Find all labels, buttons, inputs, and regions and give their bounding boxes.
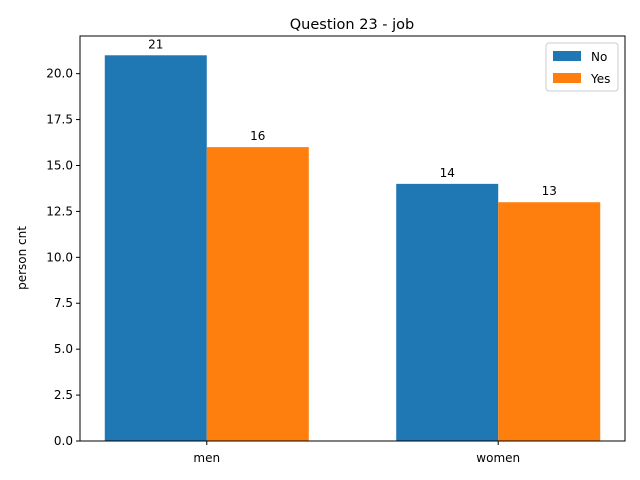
data-label-yes-women: 13	[542, 184, 557, 198]
bar-no-women	[396, 183, 499, 441]
bar-layer	[104, 55, 601, 442]
y-tick-label: 2.5	[54, 388, 73, 402]
data-label-no-men: 21	[148, 37, 163, 51]
bar-yes-men	[206, 147, 309, 442]
bar-no-men	[104, 55, 207, 442]
chart-title: Question 23 - job	[290, 17, 414, 33]
y-axis-label: person cnt	[15, 226, 29, 290]
legend-swatch-no	[553, 51, 581, 61]
y-tick-label: 10.0	[46, 250, 73, 264]
data-label-layer: 21 14 16 13	[148, 37, 557, 198]
tick-layer: 0.0 2.5 5.0 7.5 10.0 12.5 15.0 17.5 20.0 men women	[46, 67, 520, 465]
y-tick-label: 0.0	[54, 434, 73, 448]
bar-yes-women	[498, 202, 601, 441]
y-tick-label: 15.0	[46, 158, 73, 172]
y-tick-label: 7.5	[54, 296, 73, 310]
y-tick-label: 17.5	[46, 113, 73, 127]
y-tick-label: 12.5	[46, 204, 73, 218]
y-tick-label: 5.0	[54, 342, 73, 356]
legend-swatch-yes	[553, 73, 581, 83]
data-label-yes-men: 16	[250, 129, 265, 143]
data-label-no-women: 14	[440, 166, 455, 180]
legend-label-no: No	[591, 50, 607, 64]
x-tick-label-men: men	[193, 451, 220, 465]
legend: No Yes	[545, 42, 619, 92]
legend-label-yes: Yes	[590, 72, 610, 86]
y-tick-label: 20.0	[46, 67, 73, 81]
x-tick-label-women: women	[476, 451, 520, 465]
plot-frame	[79, 35, 626, 442]
